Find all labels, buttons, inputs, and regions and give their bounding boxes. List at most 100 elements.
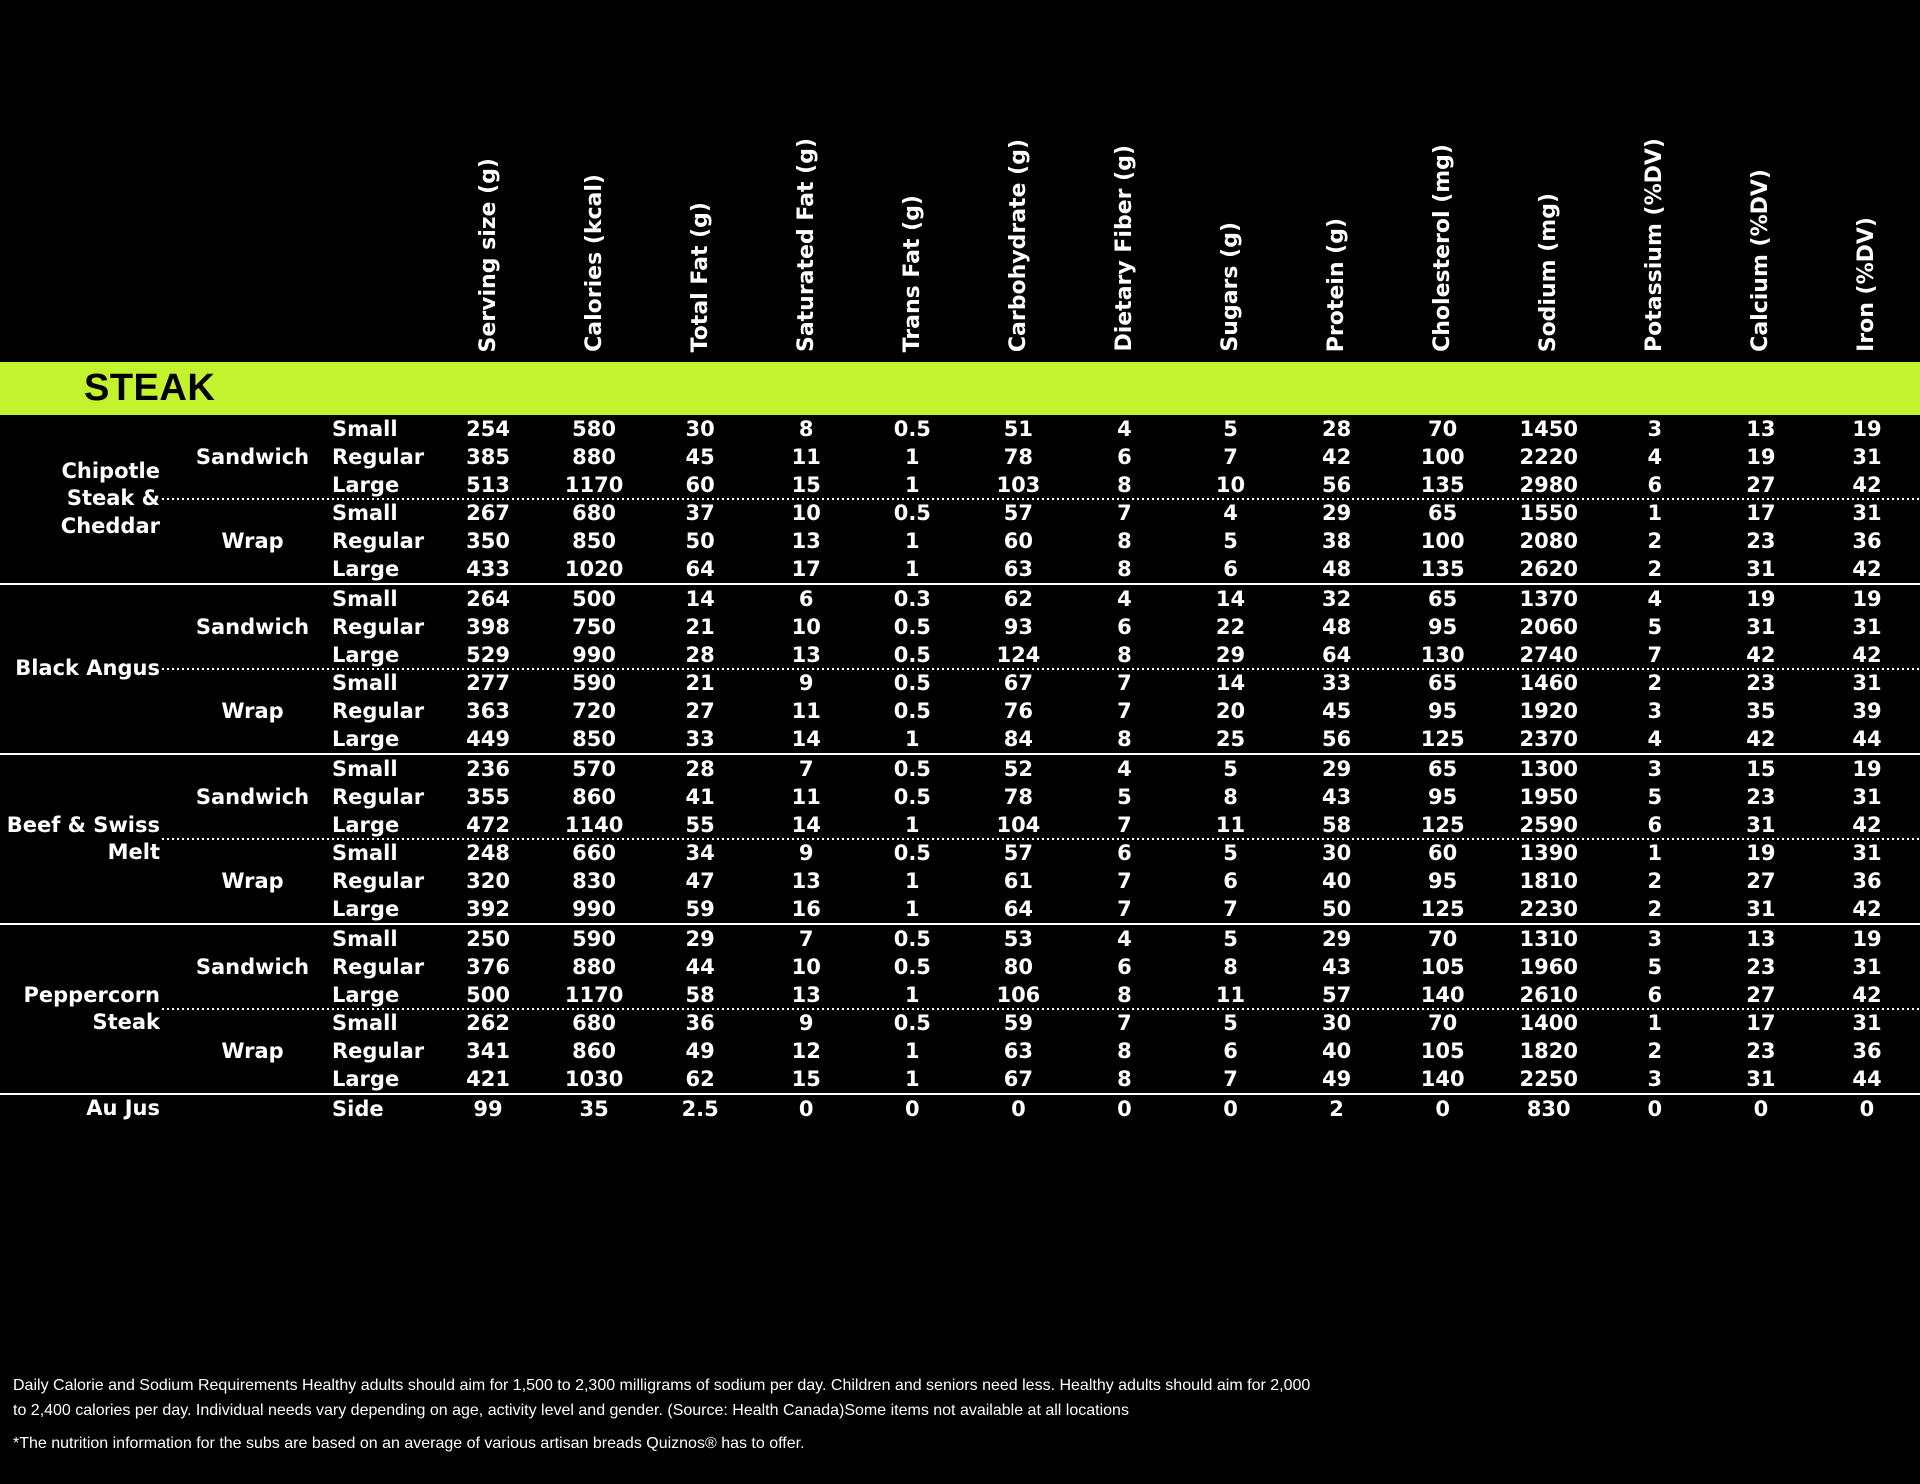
value-cell: 51 [1003,417,1033,441]
column-header: Serving size (g) [435,0,541,362]
value-cell: 6 [1647,983,1663,1007]
item-col-spacer [0,1037,190,1065]
table-row: Small 236 570 28 7 0.5 52 4 5 29 65 1300 3 15 19 [0,755,1920,783]
column-header: Potassium (%DV) [1602,0,1708,362]
item-col-spacer [0,613,190,641]
subgroup: Sandwich Small 250 590 29 7 0.5 53 4 5 29 70 1310 3 13… [0,925,1920,1009]
value-cell: 5 [1223,757,1238,781]
value-cell: 421 [466,1067,510,1091]
value-cell: 70 [1428,927,1458,951]
value-cell: 53 [1003,927,1033,951]
value-cell: 31 [1852,501,1882,525]
table-row: Large 421 1030 62 15 1 67 8 7 49 140 2250 3 31 44 [0,1065,1920,1093]
value-cell: 0 [905,1097,920,1121]
value-cell: 6 [1117,445,1132,469]
value-cell: 40 [1321,1039,1352,1063]
value-cell: 660 [572,841,617,865]
value-cell: 0 [1223,1097,1238,1121]
value-cell: 64 [1003,897,1033,921]
item-name: Au Jus [0,1095,160,1123]
value-cell: 7 [1117,897,1132,921]
value-cell: 2370 [1519,727,1578,751]
value-cell: 0 [1753,1097,1769,1121]
value-cell: 6 [798,587,814,611]
value-cell: 57 [1003,841,1033,865]
value-cell: 500 [572,587,617,611]
value-cell: 277 [466,671,510,695]
value-cell: 60 [1428,841,1458,865]
subgroup: Sandwich Small 264 500 14 6 0.3 62 4 14 32 65 1370 4 1… [0,585,1920,669]
value-cell: 40 [1321,869,1352,893]
subgroup: Wrap Small 277 590 21 9 0.5 67 7 14 33 65 1460 2 23 31 R… [0,668,1920,753]
value-cell: 44 [1852,1067,1882,1091]
value-cell: 1 [905,1039,920,1063]
value-cell: 65 [1428,757,1458,781]
value-cell: 0.5 [893,955,931,979]
value-cell: 23 [1746,1039,1776,1063]
value-cell: 1960 [1519,955,1578,979]
value-cell: 0 [1647,1097,1663,1121]
value-cell: 62 [1003,587,1033,611]
value-cell: 42 [1852,813,1882,837]
value-cell: 376 [466,955,510,979]
value-cell: 29 [1321,501,1352,525]
value-cell: 0 [1117,1097,1132,1121]
value-cell: 990 [572,897,617,921]
item-group: Beef & Swiss Melt Sandwich Small 236 570 28 7 0… [0,753,1920,923]
value-cell: 860 [572,1039,617,1063]
value-cell: 64 [685,557,715,581]
value-cell: 7 [1117,501,1132,525]
value-cell: 125 [1420,727,1465,751]
value-cell: 0.5 [893,1011,931,1035]
value-cell: 7 [1223,445,1238,469]
value-cell: 100 [1420,445,1465,469]
value-cell: 27 [1746,869,1776,893]
item-name-text: Beef & Swiss Melt [6,812,160,864]
value-cell: 31 [1746,557,1776,581]
value-cell: 25 [1215,727,1246,751]
value-cell: 7 [1117,699,1132,723]
value-cell: 750 [572,615,617,639]
value-cell: 13 [791,643,821,667]
value-cell: 2740 [1519,643,1578,667]
value-cell: 7 [798,927,814,951]
value-cell: 125 [1420,897,1465,921]
value-cell: 880 [572,955,617,979]
value-cell: 99 [473,1097,503,1121]
item-name: Beef & Swiss Melt [0,755,160,923]
column-header: Dietary Fiber (g) [1071,0,1177,362]
value-cell: 60 [685,473,715,497]
value-cell: 19 [1746,841,1776,865]
value-cell: 17 [1746,1011,1776,1035]
column-header: Calories (kcal) [541,0,647,362]
value-cell: 31 [1852,671,1882,695]
value-cell: 0.3 [893,587,931,611]
value-cell: 44 [685,955,715,979]
value-cell: 2080 [1519,529,1578,553]
column-header: Sugars (g) [1177,0,1283,362]
value-cell: 1810 [1519,869,1578,893]
value-cell: 2610 [1519,983,1578,1007]
value-cell: 5 [1223,841,1238,865]
value-cell: 0.5 [893,615,931,639]
value-cell: 42 [1852,643,1882,667]
value-cell: 17 [1746,501,1776,525]
value-cell: 990 [572,643,617,667]
value-cell: 8 [1117,473,1132,497]
table-row: Small 264 500 14 6 0.3 62 4 14 32 65 1370 4 19 19 [0,585,1920,613]
size-label: Large [332,813,400,837]
value-cell: 13 [1746,927,1776,951]
value-cell: 830 [1526,1097,1571,1121]
value-cell: 6 [1117,841,1132,865]
value-cell: 63 [1003,1039,1033,1063]
value-cell: 65 [1428,587,1458,611]
format-label: Sandwich [195,615,310,639]
value-cell: 93 [1003,615,1033,639]
value-cell: 7 [1647,643,1663,667]
subgroup: Wrap Small 267 680 37 10 0.5 57 7 4 29 65 1550 1 17 31 R… [0,498,1920,583]
value-cell: 19 [1852,757,1882,781]
value-cell: 20 [1215,699,1246,723]
item-col-spacer [0,1095,190,1123]
value-cell: 29 [685,927,715,951]
